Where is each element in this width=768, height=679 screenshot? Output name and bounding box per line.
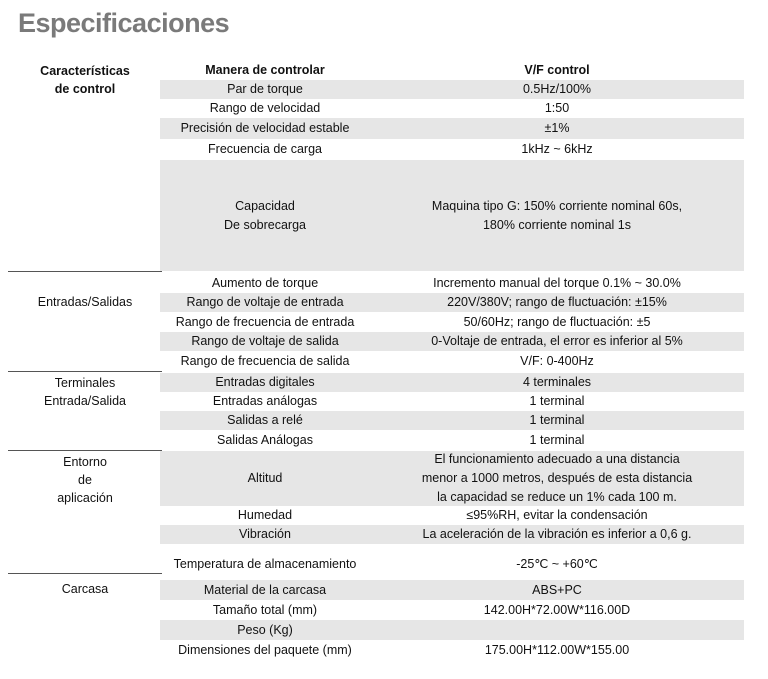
table-row: Precisión de velocidad estable ±1% xyxy=(160,118,744,139)
section-divider xyxy=(8,573,162,574)
row-label: Temperatura de almacenamiento xyxy=(173,556,357,571)
row-value: Incremento manual del torque 0.1% ~ 30.0… xyxy=(433,276,681,290)
row-value: 1:50 xyxy=(544,101,570,115)
table-row: Rango de voltaje de entrada 220V/380V; r… xyxy=(160,293,744,312)
section-terminals: Terminales Entrada/Salida xyxy=(43,376,126,408)
table-row: Rango de velocidad 1:50 xyxy=(160,99,744,118)
row-value: 1kHz ~ 6kHz xyxy=(521,142,593,156)
row-label: Par de torque xyxy=(227,82,303,96)
row-value: 1 terminal xyxy=(529,432,585,447)
row-label: Rango de voltaje de entrada xyxy=(186,295,344,309)
row-label: Peso (Kg) xyxy=(237,622,293,637)
row-value: 50/60Hz; rango de fluctuación: ±5 xyxy=(463,314,651,329)
row-label: Entradas digitales xyxy=(215,375,315,389)
row-value: 4 terminales xyxy=(522,375,592,389)
section-environment: Entorno de aplicación xyxy=(57,455,113,505)
row-label: Humedad xyxy=(237,508,293,522)
row-label: Dimensiones del paquete (mm) xyxy=(178,642,352,657)
row-label: Precisión de velocidad estable xyxy=(180,121,350,135)
table-row: Altitud El funcionamiento adecuado a una… xyxy=(160,451,744,506)
table-row: Entradas análogas 1 terminal xyxy=(160,392,744,411)
table-row: Material de la carcasa ABS+PC xyxy=(160,580,744,600)
row-label: Material de la carcasa xyxy=(203,582,327,597)
section-io: Entradas/Salidas xyxy=(37,295,133,309)
row-label: Salidas Análogas xyxy=(217,432,313,447)
table-row: Dimensiones del paquete (mm) 175.00H*112… xyxy=(160,640,744,660)
table-header: Manera de controlar V/F control xyxy=(160,61,744,80)
row-value: 175.00H*112.00W*155.00 xyxy=(484,642,630,657)
section-control: Características de control xyxy=(40,64,130,96)
row-label: Rango de frecuencia de salida xyxy=(180,353,350,368)
row-value: Maquina tipo G: 150% corriente nominal 6… xyxy=(431,198,683,232)
table-row: Par de torque 0.5Hz/100% xyxy=(160,80,744,99)
row-value: ±1% xyxy=(544,121,570,135)
row-label: Altitud xyxy=(247,471,283,485)
row-label: Tamaño total (mm) xyxy=(212,602,318,617)
row-value: 142.00H*72.00W*116.00D xyxy=(483,602,631,617)
row-value: 220V/380V; rango de fluctuación: ±15% xyxy=(447,295,667,309)
row-label: Aumento de torque xyxy=(211,276,319,290)
row-label: Vibración xyxy=(239,527,291,541)
table-row: Capacidad De sobrecarga Maquina tipo G: … xyxy=(160,160,744,271)
header-col1: Manera de controlar xyxy=(205,63,325,77)
table-row: Rango de frecuencia de entrada 50/60Hz; … xyxy=(160,312,744,332)
table-row: Peso (Kg) xyxy=(160,620,744,640)
table-row: Salidas Análogas 1 terminal xyxy=(160,430,744,450)
table-row: Salidas a relé 1 terminal xyxy=(160,411,744,430)
row-value: El funcionamiento adecuado a una distanc… xyxy=(421,452,693,504)
header-col2: V/F control xyxy=(524,63,590,77)
row-label: Rango de voltaje de salida xyxy=(191,334,339,348)
table-row: Vibración La aceleración de la vibración… xyxy=(160,525,744,544)
section-divider xyxy=(8,371,162,372)
row-value: La aceleración de la vibración es inferi… xyxy=(422,527,692,541)
row-value xyxy=(382,620,732,640)
table-row: Entradas digitales 4 terminales xyxy=(160,373,744,392)
row-label: Entradas análogas xyxy=(212,394,318,408)
table-row: Temperatura de almacenamiento -25℃ ~ +60… xyxy=(160,548,744,580)
section-housing: Carcasa xyxy=(61,582,109,596)
row-label: Capacidad De sobrecarga xyxy=(224,198,306,232)
table-row: Rango de frecuencia de salida V/F: 0-400… xyxy=(160,351,744,371)
row-value: ≤95%RH, evitar la condensación xyxy=(466,508,648,522)
row-value: -25℃ ~ +60℃ xyxy=(516,556,598,571)
row-value: 0-Voltaje de entrada, el error es inferi… xyxy=(431,334,683,348)
row-value: 0.5Hz/100% xyxy=(522,82,592,96)
section-divider xyxy=(8,271,162,272)
row-value: 1 terminal xyxy=(529,394,585,408)
row-label: Rango de velocidad xyxy=(209,101,321,115)
section-divider xyxy=(8,450,162,451)
row-value: 1 terminal xyxy=(529,413,585,427)
table-row: Frecuencia de carga 1kHz ~ 6kHz xyxy=(160,139,744,160)
row-label: Rango de frecuencia de entrada xyxy=(175,314,355,329)
row-value: ABS+PC xyxy=(532,582,582,597)
table-row: Rango de voltaje de salida 0-Voltaje de … xyxy=(160,332,744,351)
table-row: Humedad ≤95%RH, evitar la condensación xyxy=(160,506,744,525)
row-label: Frecuencia de carga xyxy=(208,142,322,156)
page-title: Especificaciones xyxy=(18,8,230,38)
table-row: Tamaño total (mm) 142.00H*72.00W*116.00D xyxy=(160,600,744,620)
table-row: Aumento de torque Incremento manual del … xyxy=(160,274,744,293)
row-label: Salidas a relé xyxy=(227,413,303,427)
row-value: V/F: 0-400Hz xyxy=(520,353,594,368)
